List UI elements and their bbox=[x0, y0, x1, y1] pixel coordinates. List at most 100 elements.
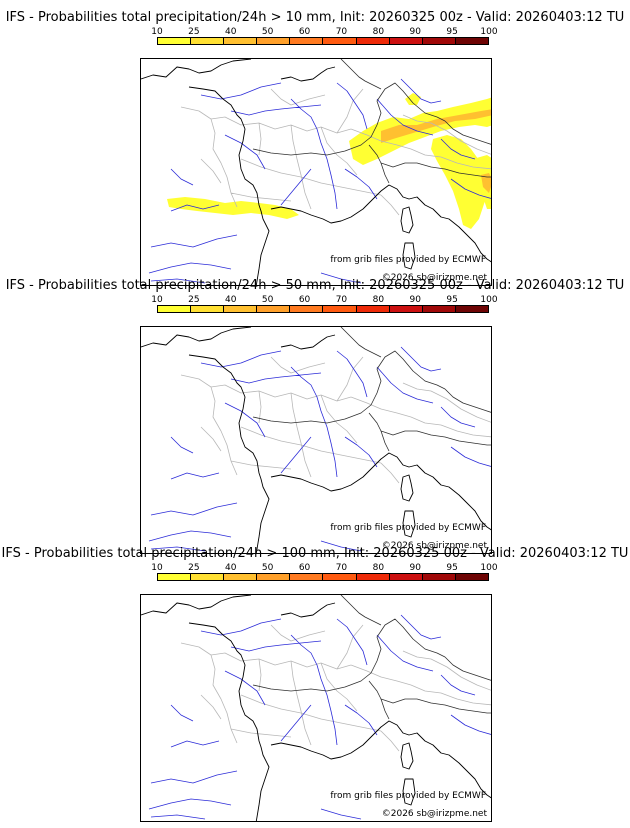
colorbar-tick-label: 40 bbox=[225, 563, 237, 573]
map-frame: from grib files provided by ECMWF ©2026 … bbox=[140, 594, 492, 822]
source-credit: from grib files provided by ECMWF bbox=[330, 791, 486, 801]
colorbar-tick-label: 80 bbox=[372, 295, 385, 305]
coastline bbox=[141, 595, 491, 821]
colorbar-swatch bbox=[323, 38, 357, 44]
colorbar-tick-label: 60 bbox=[298, 295, 311, 305]
copyright-credit: ©2026 sb@irizpme.net bbox=[381, 273, 487, 283]
map-panel-100mm: IFS - Probabilities total precipitation/… bbox=[0, 546, 630, 822]
colorbar-swatch bbox=[158, 574, 192, 580]
colorbar-tick-label: 70 bbox=[335, 563, 348, 573]
precip-probability-area bbox=[381, 109, 491, 143]
region-boundaries bbox=[180, 356, 491, 484]
region-boundaries bbox=[180, 88, 491, 216]
colorbar-tick-label: 60 bbox=[298, 27, 311, 37]
colorbar-swatch bbox=[257, 306, 291, 312]
sardinia-island bbox=[402, 242, 416, 270]
colorbar-tick-label: 95 bbox=[446, 563, 458, 573]
colorbar-swatch bbox=[422, 574, 456, 580]
panel-title: IFS - Probabilities total precipitation/… bbox=[5, 278, 625, 293]
colorbar-tick-label: 10 bbox=[151, 27, 163, 37]
colorbar-tick-label: 10 bbox=[151, 295, 163, 305]
colorbar: 10 25 40 50 60 70 80 90 95 100 bbox=[151, 295, 498, 321]
rivers bbox=[148, 346, 491, 552]
colorbar-labels: 10 25 40 50 60 70 80 90 95 100 bbox=[151, 295, 497, 305]
precip-probability-area bbox=[405, 93, 421, 105]
colorbar-tick-label: 50 bbox=[261, 27, 274, 37]
colorbar-tick-label: 70 bbox=[335, 27, 348, 37]
colorbar-tick-label: 80 bbox=[372, 27, 385, 37]
colorbar-swatch bbox=[356, 38, 390, 44]
colorbar-bar bbox=[157, 573, 489, 581]
map-panel-50mm: IFS - Probabilities total precipitation/… bbox=[0, 278, 630, 554]
panel-title: IFS - Probabilities total precipitation/… bbox=[1, 546, 629, 561]
corsica-island bbox=[400, 206, 414, 234]
france-basemap bbox=[141, 59, 491, 285]
colorbar-tick-label: 10 bbox=[151, 563, 163, 573]
colorbar-tick-label: 40 bbox=[225, 295, 237, 305]
precip-probability-area bbox=[349, 97, 491, 165]
colorbar-tick-label: 100 bbox=[480, 563, 498, 573]
colorbar-swatch bbox=[290, 574, 324, 580]
colorbar-swatch bbox=[158, 38, 192, 44]
panel-title: IFS - Probabilities total precipitation/… bbox=[5, 10, 625, 25]
precip-probability-area bbox=[167, 197, 299, 219]
france-basemap bbox=[141, 595, 491, 821]
colorbar-swatch bbox=[389, 306, 423, 312]
colorbar-swatch bbox=[224, 38, 258, 44]
colorbar-bar bbox=[157, 37, 489, 45]
colorbar-tick-label: 90 bbox=[409, 27, 421, 37]
coastline bbox=[141, 327, 491, 553]
coastline bbox=[141, 59, 491, 285]
colorbar-tick-label: 90 bbox=[409, 295, 421, 305]
colorbar-swatch bbox=[323, 574, 357, 580]
colorbar-tick-label: 100 bbox=[480, 295, 498, 305]
copyright-credit: ©2026 sb@irizpme.net bbox=[381, 541, 487, 551]
colorbar-tick-label: 95 bbox=[446, 27, 458, 37]
colorbar-labels: 10 25 40 50 60 70 80 90 95 100 bbox=[151, 27, 497, 37]
colorbar-swatch bbox=[290, 306, 324, 312]
colorbar-tick-label: 95 bbox=[446, 295, 458, 305]
copyright-credit: ©2026 sb@irizpme.net bbox=[381, 809, 487, 819]
map-frame: from grib files provided by ECMWF ©2026 … bbox=[140, 58, 492, 286]
colorbar-swatch bbox=[356, 306, 390, 312]
france-basemap bbox=[141, 327, 491, 553]
colorbar-swatch bbox=[356, 574, 390, 580]
colorbar-swatch bbox=[422, 306, 456, 312]
colorbar-swatch bbox=[323, 306, 357, 312]
colorbar-swatch bbox=[224, 306, 258, 312]
colorbar-swatch bbox=[191, 306, 225, 312]
rivers bbox=[148, 78, 491, 284]
precip-probability-area bbox=[481, 173, 491, 193]
source-credit: from grib files provided by ECMWF bbox=[330, 255, 486, 265]
colorbar-labels: 10 25 40 50 60 70 80 90 95 100 bbox=[151, 563, 497, 573]
colorbar-tick-label: 25 bbox=[188, 563, 200, 573]
corsica-island bbox=[400, 742, 414, 770]
colorbar-swatch bbox=[455, 38, 488, 44]
colorbar-tick-label: 100 bbox=[480, 27, 498, 37]
country-borders bbox=[252, 595, 491, 720]
sardinia-island bbox=[402, 778, 416, 806]
corsica-island bbox=[400, 474, 414, 502]
sardinia-island bbox=[402, 510, 416, 538]
rivers bbox=[148, 614, 491, 820]
map-panel-10mm: IFS - Probabilities total precipitation/… bbox=[0, 10, 630, 286]
colorbar-swatch bbox=[389, 38, 423, 44]
colorbar-tick-label: 90 bbox=[409, 563, 421, 573]
region-boundaries bbox=[180, 624, 491, 752]
colorbar-swatch bbox=[389, 574, 423, 580]
country-borders bbox=[252, 327, 491, 452]
colorbar-bar bbox=[157, 305, 489, 313]
source-credit: from grib files provided by ECMWF bbox=[330, 523, 486, 533]
colorbar-swatch bbox=[290, 38, 324, 44]
colorbar-swatch bbox=[257, 38, 291, 44]
colorbar-tick-label: 60 bbox=[298, 563, 311, 573]
colorbar-swatch bbox=[191, 38, 225, 44]
colorbar-tick-label: 50 bbox=[261, 295, 274, 305]
colorbar-swatch bbox=[455, 574, 488, 580]
colorbar-swatch bbox=[224, 574, 258, 580]
colorbar-swatch bbox=[191, 574, 225, 580]
colorbar-tick-label: 25 bbox=[188, 295, 200, 305]
colorbar-tick-label: 50 bbox=[261, 563, 274, 573]
colorbar-tick-label: 80 bbox=[372, 563, 385, 573]
country-borders bbox=[252, 59, 491, 184]
